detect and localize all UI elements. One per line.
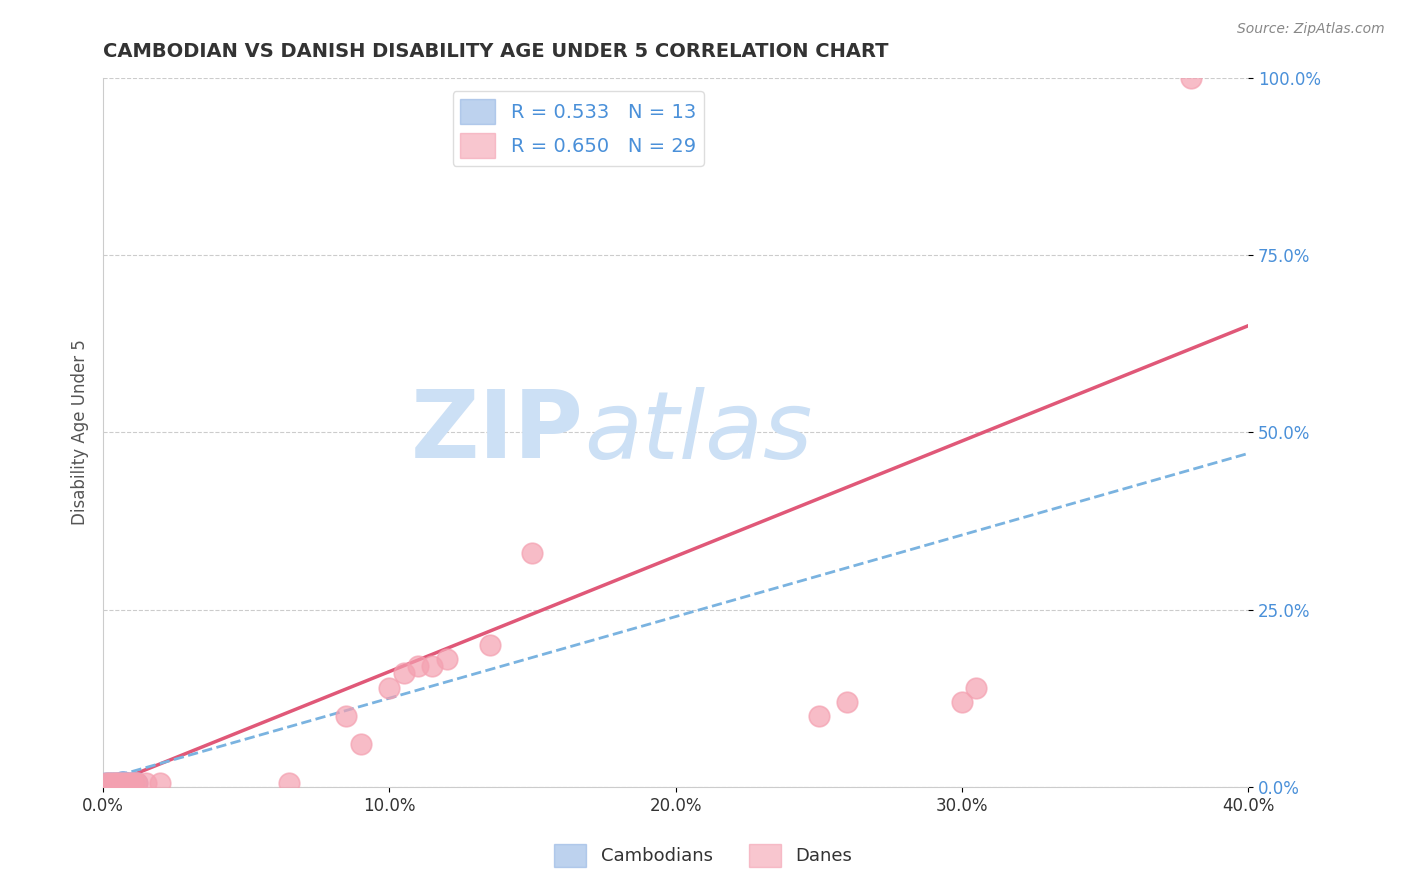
Point [121,776,143,790]
Point [406,659,429,673]
Point [110,776,132,790]
Point [107,776,129,790]
Text: CAMBODIAN VS DANISH DISABILITY AGE UNDER 5 CORRELATION CHART: CAMBODIAN VS DANISH DISABILITY AGE UNDER… [103,42,889,61]
Point [378,681,401,695]
Point [110,776,132,790]
Text: Source: ZipAtlas.com: Source: ZipAtlas.com [1237,22,1385,37]
Point [522,546,544,560]
Point [118,776,141,790]
Point [97,776,120,790]
Point [94,776,117,790]
Text: ZIP: ZIP [411,386,583,478]
Point [107,776,129,790]
Point [965,681,987,695]
Point [392,666,415,681]
Point [837,695,859,709]
Y-axis label: Disability Age Under 5: Disability Age Under 5 [72,339,89,525]
Text: atlas: atlas [583,387,813,478]
Point [127,776,149,790]
Point [807,709,830,723]
Point [97,776,120,790]
Point [420,659,443,673]
Point [112,775,135,789]
Legend: R = 0.533   N = 13, R = 0.650   N = 29: R = 0.533 N = 13, R = 0.650 N = 29 [453,91,704,166]
Point [127,776,149,790]
Point [103,776,125,790]
Point [436,652,458,666]
Point [115,776,138,790]
Point [112,776,135,790]
Point [112,776,135,790]
Point [149,776,172,790]
Point [478,638,501,652]
Point [115,776,138,790]
Point [350,737,373,751]
Point [335,709,357,723]
Point [278,776,301,790]
Point [135,776,157,790]
Point [94,776,117,790]
Point [103,776,125,790]
Point [121,776,143,790]
Point [124,776,146,790]
Point [100,776,122,790]
Legend: Cambodians, Danes: Cambodians, Danes [547,837,859,874]
Point [118,776,141,790]
Point [124,776,146,790]
Point [950,695,973,709]
Point [1180,70,1202,85]
Point [100,776,122,790]
